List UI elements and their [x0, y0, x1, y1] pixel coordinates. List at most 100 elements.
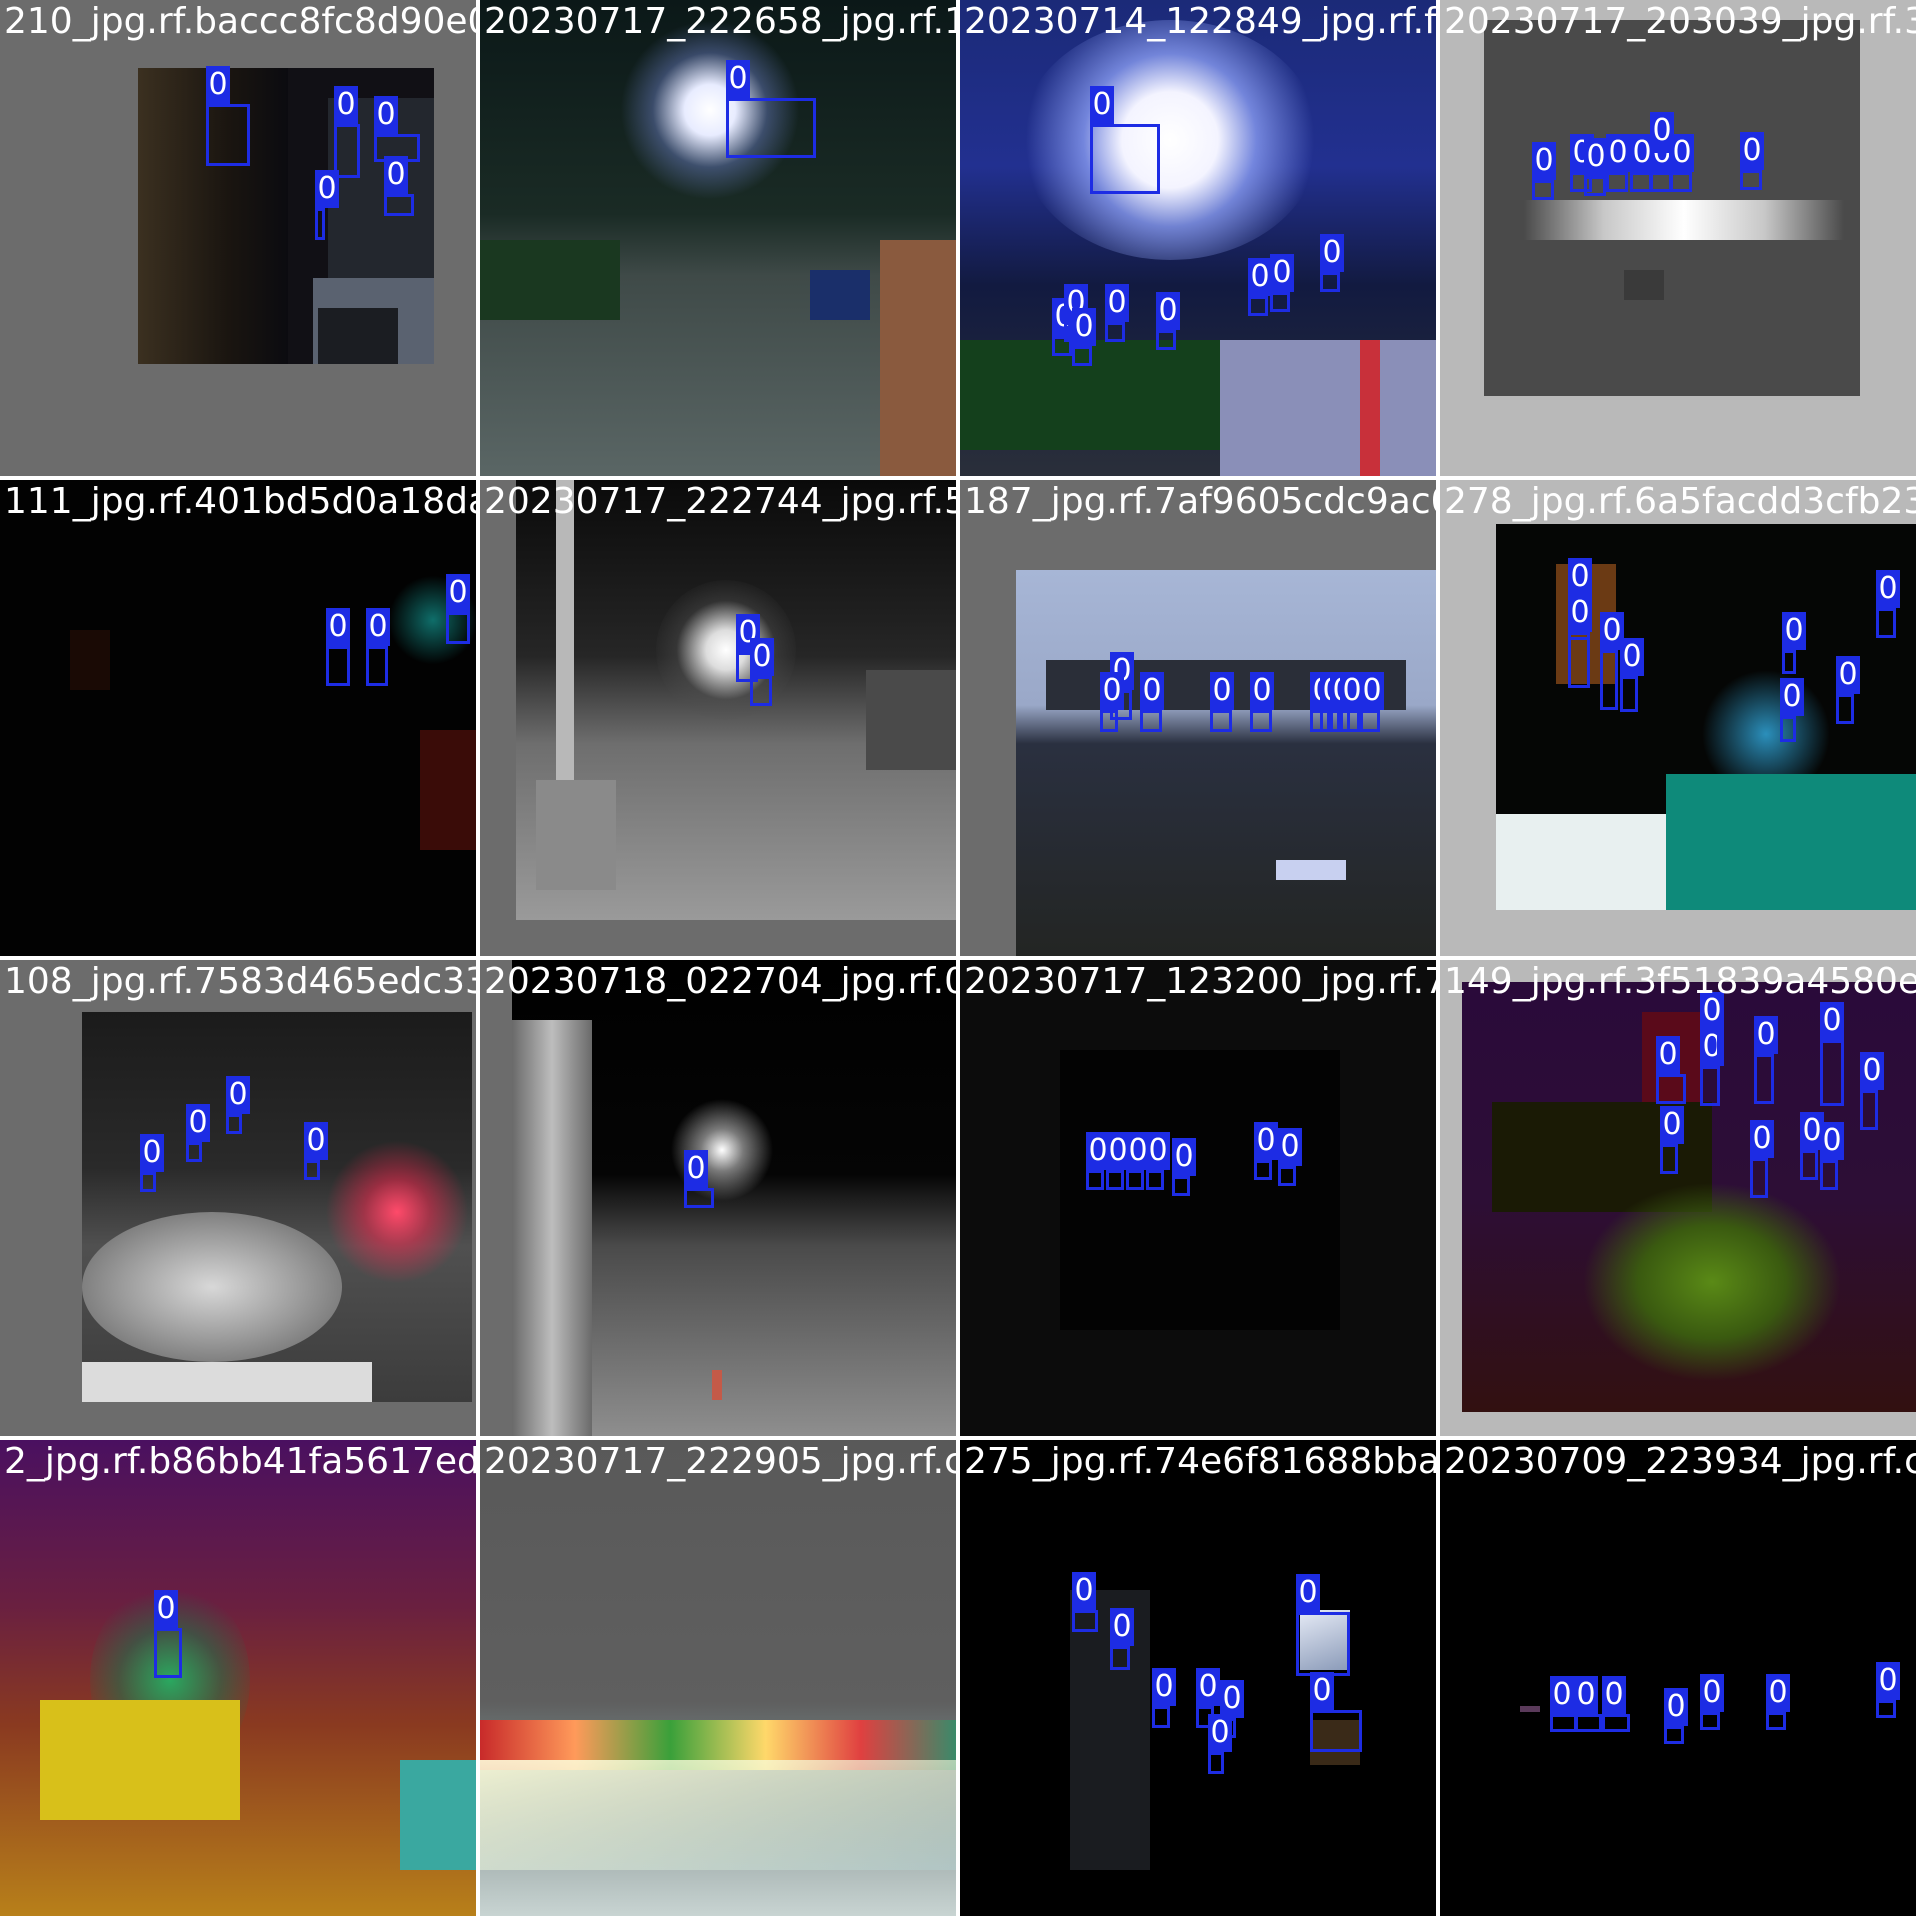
photo-frame	[512, 960, 956, 1436]
photo-region	[400, 1760, 476, 1870]
detection-box	[1650, 150, 1672, 170]
detection-box	[1664, 1726, 1684, 1744]
detection-class-label: 0	[1656, 1036, 1680, 1074]
detection-box	[1152, 1706, 1170, 1728]
detection-class-label: 0	[1650, 112, 1674, 150]
detection-class-label: 0	[1754, 1016, 1778, 1054]
detection-box	[1278, 1166, 1296, 1186]
detection-class-label: 0	[1574, 1676, 1598, 1714]
detection-box	[1602, 1714, 1630, 1732]
detection-box	[1700, 1066, 1720, 1106]
detection-box	[1860, 1090, 1878, 1130]
detection-class-label: 0	[684, 1150, 708, 1188]
detection-class-label: 0	[1172, 1138, 1196, 1176]
detection-box	[226, 1114, 242, 1134]
tile-9: 0 0 0 0 108_jpg.rf.7583d465edc338	[0, 960, 476, 1436]
photo-region	[656, 580, 796, 720]
detection-box	[1310, 1710, 1362, 1752]
tile-photo	[960, 960, 1436, 1436]
detection-box	[315, 208, 325, 240]
detection-class-label: 0	[1876, 570, 1900, 608]
photo-region	[82, 1362, 372, 1402]
detection-box	[334, 124, 360, 178]
detection-box	[1574, 1714, 1602, 1732]
detection-box	[1782, 650, 1796, 674]
photo-region	[810, 270, 870, 320]
detection-class-label: 0	[1602, 1676, 1626, 1714]
tile-7: 0000000000187_jpg.rf.7af9605cdc9ac02	[960, 480, 1436, 956]
detection-class-label: 0	[1248, 258, 1272, 296]
detection-class-label: 0	[1740, 132, 1764, 170]
photo-region	[70, 630, 110, 690]
detection-class-label: 0	[1152, 1668, 1176, 1706]
detection-box	[1270, 292, 1290, 312]
photo-region	[0, 480, 476, 956]
detection-class-label: 0	[1110, 1608, 1134, 1646]
detection-class-label: 0	[1660, 1106, 1684, 1144]
tile-photo	[1440, 1440, 1916, 1916]
photo-region	[620, 20, 800, 200]
detection-class-label: 0	[1606, 134, 1630, 172]
detection-box	[1754, 1054, 1774, 1104]
detection-class-label: 0	[1072, 1572, 1096, 1610]
detection-class-label: 0	[1100, 672, 1124, 710]
detection-box	[1876, 608, 1896, 638]
detection-box	[1606, 172, 1628, 192]
detection-box	[1172, 1176, 1190, 1196]
detection-box	[1568, 632, 1590, 688]
photo-region	[1440, 1440, 1916, 1916]
detection-box	[1836, 694, 1854, 724]
tile-8: 0 0 0 0 0 0 0 0 278_jpg.rf.6a5facdd3cfb238	[1440, 480, 1916, 956]
detection-box	[726, 98, 816, 158]
detection-box	[140, 1172, 156, 1192]
detection-box	[750, 676, 772, 706]
tile-13: 0 2_jpg.rf.b86bb41fa5617ed6	[0, 1440, 476, 1916]
detection-class-label: 0	[1836, 656, 1860, 694]
photo-region	[1300, 1610, 1350, 1670]
detection-class-label: 0	[1146, 1132, 1170, 1170]
detection-box	[326, 646, 350, 686]
detection-class-label: 0	[154, 1590, 178, 1628]
tile-photo	[0, 1440, 476, 1916]
photo-frame	[1462, 982, 1916, 1412]
detection-box	[1766, 1712, 1786, 1730]
detection-class-label: 0	[446, 574, 470, 612]
photo-region	[1360, 340, 1380, 476]
photo-region	[1582, 1182, 1842, 1382]
detection-class-label: 0	[186, 1104, 210, 1142]
photo-region	[1624, 270, 1664, 300]
detection-class-label: 0	[304, 1122, 328, 1160]
detection-class-label: 0	[1196, 1668, 1220, 1706]
detection-box	[1100, 710, 1118, 732]
tile-photo	[480, 960, 956, 1436]
tile-12: 0 0 0 0 0 0 0 0 0 0 149_jpg.rf.3f51839a4580ee3	[1440, 960, 1916, 1436]
detection-class-label: 0	[1782, 612, 1806, 650]
detection-class-label: 0	[750, 638, 774, 676]
detection-class-label: 0	[1156, 292, 1180, 330]
detection-box	[1600, 650, 1618, 710]
detection-class-label: 0	[140, 1134, 164, 1172]
detection-box	[1660, 1144, 1678, 1174]
detection-box	[1090, 124, 1160, 194]
detection-class-label: 0	[1296, 1574, 1320, 1612]
detection-class-label: 0	[1210, 672, 1234, 710]
detection-class-label: 0	[206, 66, 230, 104]
detection-box	[206, 104, 250, 166]
detection-box	[1126, 1170, 1144, 1190]
photo-region	[1016, 570, 1436, 956]
detection-box	[304, 1160, 320, 1180]
detection-class-label: 0	[326, 608, 350, 646]
tile-photo	[0, 480, 476, 956]
detection-box	[1072, 346, 1092, 366]
photo-frame	[1016, 570, 1436, 956]
tile-3: 00000000020230714_122849_jpg.rf.f19	[960, 0, 1436, 476]
photo-region	[536, 780, 616, 890]
detection-box	[1248, 296, 1268, 316]
detection-box	[1210, 710, 1232, 732]
detection-box	[1650, 172, 1672, 192]
detection-box	[1086, 1170, 1104, 1190]
